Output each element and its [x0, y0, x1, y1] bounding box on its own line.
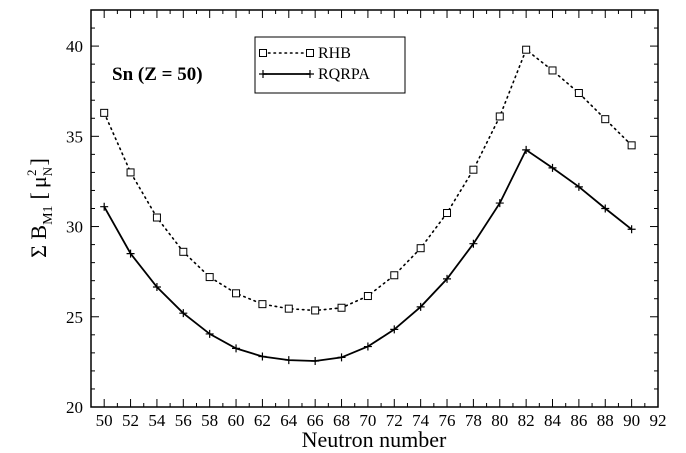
- legend-rqrpa-label: RQRPA: [318, 66, 370, 83]
- point-rhb: [258, 300, 267, 309]
- point-rqrpa: [337, 353, 346, 362]
- point-rhb: [627, 141, 636, 150]
- x-tick-label: 66: [307, 411, 324, 430]
- x-tick-label: 64: [280, 411, 298, 430]
- x-tick-label: 80: [491, 411, 508, 430]
- point-rqrpa: [469, 239, 478, 248]
- x-tick-label: 90: [623, 411, 640, 430]
- x-tick-label: 62: [254, 411, 271, 430]
- x-tick-label: 56: [175, 411, 192, 430]
- x-tick-label: 54: [148, 411, 166, 430]
- y-axis-title: Σ BM1[μN2]: [24, 158, 56, 258]
- x-axis-title: Neutron number: [302, 427, 447, 452]
- point-rhb: [469, 165, 478, 174]
- point-rhb: [232, 289, 241, 298]
- x-tick-label: 50: [96, 411, 113, 430]
- point-rqrpa: [179, 309, 188, 318]
- point-rhb: [443, 209, 452, 218]
- legend-rhb-label: RHB: [318, 45, 351, 62]
- point-rhb: [416, 244, 425, 253]
- x-tick-label: 74: [412, 411, 430, 430]
- legend-rqrpa-marker-left: [259, 70, 267, 78]
- legend-rhb-marker-right: [306, 49, 314, 57]
- legend-rqrpa-marker-right: [306, 70, 314, 78]
- x-tick-label: 60: [228, 411, 245, 430]
- x-tick-label: 78: [465, 411, 482, 430]
- point-rqrpa: [601, 204, 610, 213]
- point-rqrpa: [627, 225, 636, 234]
- point-rqrpa: [416, 302, 425, 311]
- point-rhb: [574, 89, 583, 98]
- point-rhb: [390, 271, 399, 280]
- point-rqrpa: [284, 356, 293, 365]
- point-rqrpa: [443, 274, 452, 283]
- legend-rhb-marker-left: [259, 49, 267, 57]
- y-tick-label: 40: [66, 37, 83, 56]
- x-tick-label: 72: [386, 411, 403, 430]
- point-rqrpa: [232, 344, 241, 353]
- y-tick-label: 30: [66, 218, 83, 237]
- point-rhb: [337, 303, 346, 312]
- x-tick-label: 52: [122, 411, 139, 430]
- x-tick-labels: 50 52 54 56 58 60 62 64 66 68 70 72 74 76 78 80 82 84 86 88…: [96, 411, 667, 430]
- x-tick-label: 84: [544, 411, 562, 430]
- legend: RHB RQRPA: [254, 36, 406, 94]
- point-rqrpa: [363, 342, 372, 351]
- point-rqrpa: [311, 356, 320, 365]
- x-tick-label: 68: [333, 411, 350, 430]
- point-rhb: [152, 213, 161, 222]
- point-rqrpa: [495, 199, 504, 208]
- axis-ticks: [90, 9, 659, 408]
- legend-box: [254, 36, 406, 94]
- point-rhb: [284, 304, 293, 313]
- x-tick-label: 86: [570, 411, 587, 430]
- point-rqrpa: [152, 282, 161, 291]
- point-rhb: [205, 273, 214, 282]
- y-tick-label: 35: [66, 127, 83, 146]
- point-rqrpa: [574, 182, 583, 191]
- point-rqrpa: [390, 325, 399, 334]
- series-layer: [100, 45, 636, 365]
- isotope-annotation: Sn (Z = 50): [112, 64, 203, 85]
- point-rhb: [495, 112, 504, 121]
- x-tick-label: 58: [201, 411, 218, 430]
- y-tick-labels: 20 25 30 35 40: [66, 37, 83, 417]
- point-rqrpa: [100, 202, 109, 211]
- point-rhb: [126, 168, 135, 177]
- y-tick-label: 20: [66, 398, 83, 417]
- x-tick-label: 88: [597, 411, 614, 430]
- point-rqrpa: [258, 352, 267, 361]
- x-tick-label: 70: [359, 411, 376, 430]
- point-rqrpa: [522, 145, 531, 154]
- x-tick-label: 92: [650, 411, 667, 430]
- point-rhb: [601, 115, 610, 124]
- point-rhb: [179, 247, 188, 256]
- x-tick-label: 82: [518, 411, 535, 430]
- point-rqrpa: [205, 329, 214, 338]
- point-rhb: [522, 45, 531, 54]
- point-rqrpa: [126, 249, 135, 258]
- point-rhb: [548, 66, 557, 75]
- point-rhb: [100, 108, 109, 117]
- point-rhb: [363, 292, 372, 301]
- y-tick-label: 25: [66, 308, 83, 327]
- point-rhb: [311, 306, 320, 315]
- x-tick-label: 76: [439, 411, 456, 430]
- point-rqrpa: [548, 163, 557, 172]
